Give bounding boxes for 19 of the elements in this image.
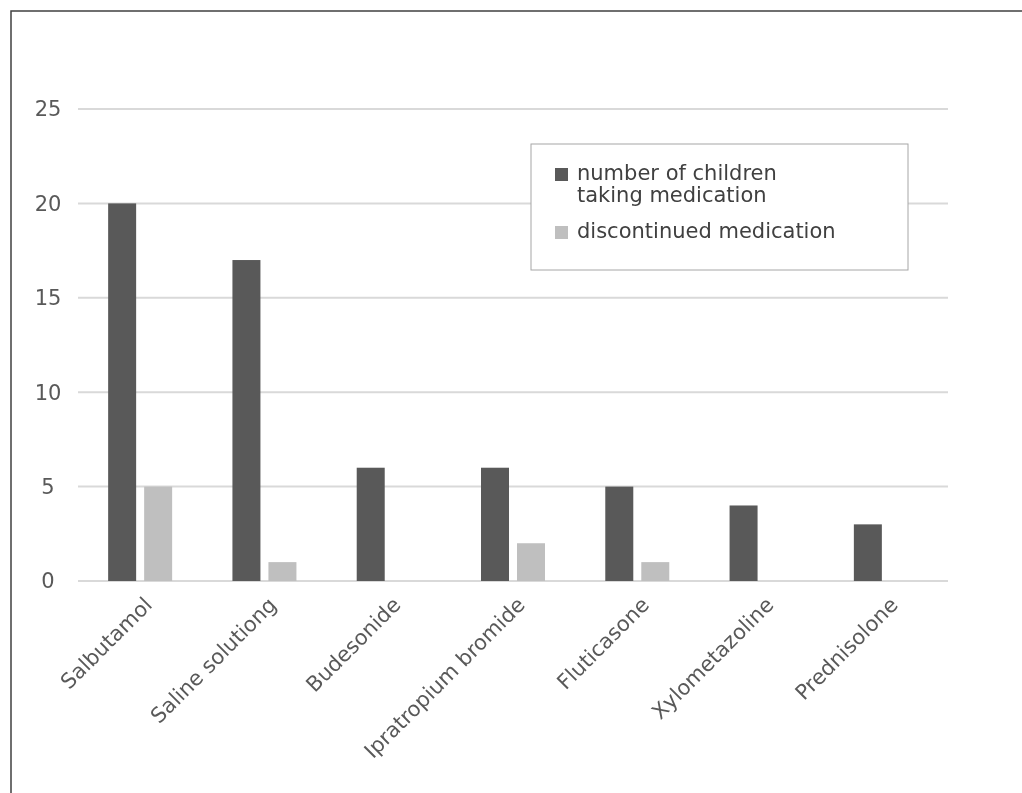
bar — [108, 203, 137, 581]
legend-label: discontinued medication — [577, 219, 836, 243]
bar — [268, 562, 297, 581]
bar — [641, 562, 670, 581]
y-tick-label: 10 — [34, 380, 62, 405]
y-tick-label: 20 — [34, 191, 62, 216]
y-tick-label: 5 — [41, 474, 55, 499]
legend-label: number of children taking medication — [577, 161, 777, 207]
y-tick-label: 15 — [34, 286, 62, 311]
y-tick-label: 0 — [41, 569, 55, 594]
bar — [144, 486, 173, 581]
bar — [853, 524, 882, 581]
y-tick-label: 25 — [34, 97, 62, 122]
bar — [232, 260, 261, 581]
bar — [356, 467, 385, 581]
bar — [605, 486, 634, 581]
bar — [729, 505, 758, 581]
bar — [517, 543, 545, 581]
bar — [481, 467, 509, 581]
